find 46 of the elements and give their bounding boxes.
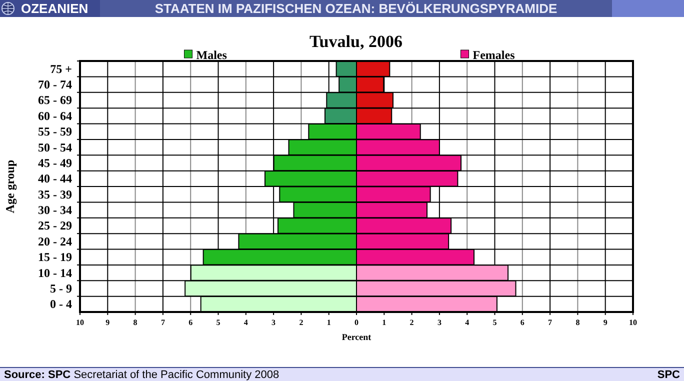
- x-tick-label: 4: [244, 318, 248, 327]
- x-tick-label: 9: [106, 318, 110, 327]
- x-tick-label: 3: [437, 318, 442, 327]
- legend-label: Males: [196, 48, 228, 62]
- y-tick-label: 60 - 64: [38, 108, 72, 123]
- x-tick-label: 6: [188, 318, 193, 327]
- chart-title: Tuvalu, 2006: [310, 32, 402, 51]
- x-tick-label: 1: [382, 318, 386, 327]
- x-tick-label: 10: [76, 318, 84, 327]
- x-axis-title: Percent: [342, 332, 372, 342]
- x-tick-label: 8: [133, 318, 138, 327]
- x-tick-label: 3: [272, 318, 276, 327]
- y-tick-label: 40 - 44: [38, 172, 72, 186]
- x-tick-label: 5: [492, 318, 497, 327]
- y-tick-label: 55 - 59: [38, 124, 72, 139]
- x-tick-label: 0: [354, 318, 358, 327]
- text: STAATEN IM PAZIFISCHEN OZEAN: BEVÖLKERUNGSPYRAMIDE: [154, 1, 558, 16]
- x-tick-label: 4: [465, 318, 470, 327]
- y-tick-label: 70 - 74: [38, 78, 72, 92]
- text: SPC: [657, 369, 680, 381]
- y-tick-label: 15 - 19: [38, 250, 72, 264]
- x-tick-label: 1: [326, 318, 331, 327]
- x-tick-label: 2: [299, 318, 304, 327]
- x-tick-label: 9: [603, 318, 608, 327]
- x-tick-label: 10: [629, 318, 637, 327]
- x-tick-label: 2: [410, 318, 414, 327]
- x-tick-label: 5: [216, 318, 220, 327]
- text: OZEANIEN: [21, 1, 88, 16]
- x-tick-label: 6: [520, 318, 524, 327]
- y-tick-label: 30 - 34: [38, 203, 72, 218]
- y-tick-label: 75 +: [50, 62, 72, 76]
- x-tick-label: 8: [576, 318, 580, 327]
- y-tick-label: 25 - 29: [38, 218, 72, 233]
- y-tick-label: 45 - 49: [38, 156, 72, 170]
- y-tick-label: 20 - 24: [38, 234, 72, 248]
- source-note: Source: SPC Secretariat of the Pacific Community 2008: [4, 369, 280, 381]
- legend-label: Females: [472, 48, 516, 62]
- y-tick-label: 5 - 9: [50, 281, 72, 296]
- x-tick-label: 7: [160, 318, 165, 327]
- y-tick-label: 50 - 54: [38, 140, 72, 154]
- y-tick-label: 0 - 4: [50, 297, 72, 312]
- y-tick-label: 65 - 69: [38, 93, 72, 108]
- y-tick-label: 35 - 39: [38, 187, 72, 202]
- y-axis-title: Age group: [3, 159, 17, 214]
- y-tick-label: 10 - 14: [38, 266, 72, 280]
- x-tick-label: 7: [548, 318, 552, 327]
